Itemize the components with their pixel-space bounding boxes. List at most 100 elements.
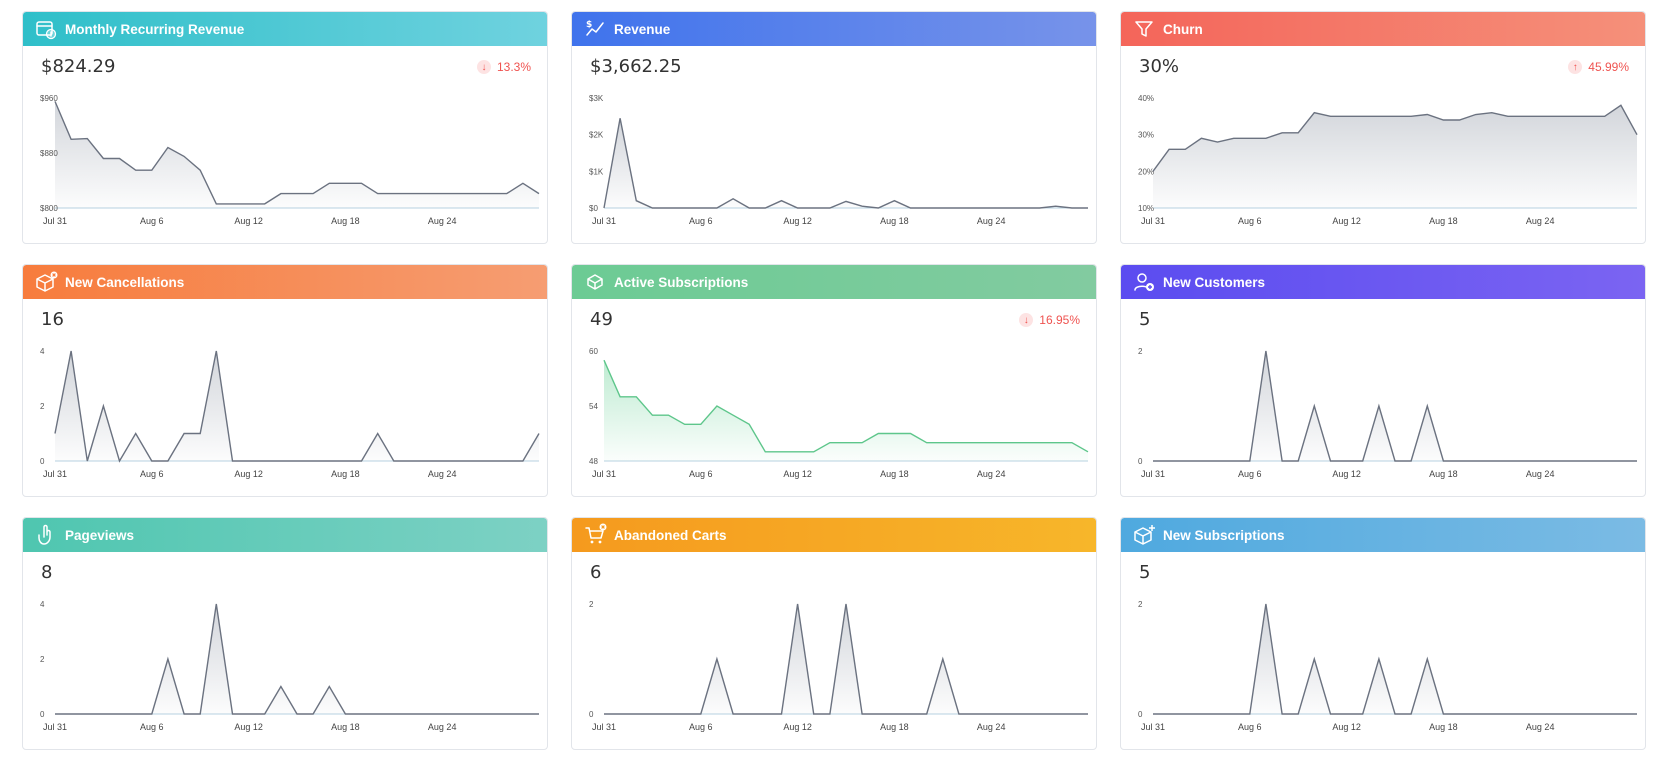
metric-card-revenue[interactable]: $ Revenue $3,662.25 $3K $2K $1K $0 Jul 31 Aug 6… xyxy=(571,11,1097,244)
series-line xyxy=(1152,104,1638,172)
x-tick-label: Aug 6 xyxy=(689,216,713,226)
y-tick-label: 0 xyxy=(40,710,45,719)
card-title: Churn xyxy=(1163,21,1203,37)
metric-row: 16 xyxy=(23,299,547,330)
metric-card-new-customers[interactable]: New Customers 5 2 0 Jul 31 Aug 6 Aug 12 Aug 18… xyxy=(1120,264,1646,497)
metric-value: 5 xyxy=(1139,309,1151,330)
metric-value: $824.29 xyxy=(41,56,116,77)
metric-row: 30% ↑ 45.99% xyxy=(1121,46,1645,77)
card-header: New Cancellations xyxy=(23,265,547,299)
y-tick-label: $960 xyxy=(40,94,58,103)
metric-row: $3,662.25 xyxy=(572,46,1096,77)
y-tick-label: 30% xyxy=(1138,131,1154,140)
card-title: Active Subscriptions xyxy=(614,274,749,290)
x-tick-label: Aug 24 xyxy=(1526,722,1555,732)
metric-row: $824.29 ↓ 13.3% xyxy=(23,46,547,77)
x-tick-label: Jul 31 xyxy=(1141,722,1165,732)
change-badge: ↑ 45.99% xyxy=(1568,60,1629,74)
metric-value: 6 xyxy=(590,562,602,583)
series-area xyxy=(604,360,1088,461)
card-header: Abandoned Carts xyxy=(572,518,1096,552)
x-tick-label: Jul 31 xyxy=(592,469,616,479)
card-title: Pageviews xyxy=(65,527,135,543)
y-tick-label: 2 xyxy=(40,402,45,411)
x-tick-label: Aug 18 xyxy=(880,216,909,226)
x-tick-label: Aug 24 xyxy=(428,469,457,479)
metric-card-new-subscriptions[interactable]: New Subscriptions 5 2 0 Jul 31 Aug 6 Aug 12 Au… xyxy=(1120,517,1646,750)
series-area xyxy=(604,118,1088,208)
change-percent: 16.95% xyxy=(1039,313,1080,327)
change-badge: ↓ 13.3% xyxy=(476,60,531,74)
x-tick-label: Jul 31 xyxy=(43,469,67,479)
y-tick-label: $880 xyxy=(40,149,58,158)
x-tick-label: Aug 24 xyxy=(428,722,457,732)
metric-card-new-cancellations[interactable]: New Cancellations 16 4 2 0 Jul 31 Aug 6 Aug 12… xyxy=(22,264,548,497)
x-tick-label: Aug 18 xyxy=(331,722,360,732)
y-tick-label: $1K xyxy=(589,167,604,176)
y-tick-label: 54 xyxy=(589,402,598,411)
change-percent: 13.3% xyxy=(496,60,531,74)
area-chart: 2 0 Jul 31 Aug 6 Aug 12 Aug 18 Aug 24 xyxy=(1138,600,1637,732)
series-area xyxy=(55,351,539,461)
area-chart: 2 0 Jul 31 Aug 6 Aug 12 Aug 18 Aug 24 xyxy=(589,600,1088,732)
card-header: New Subscriptions xyxy=(1121,518,1645,552)
x-tick-label: Jul 31 xyxy=(592,216,616,226)
calendar-dollar-icon xyxy=(33,16,59,42)
arrow-down-icon: ↓ xyxy=(1019,313,1034,327)
x-tick-label: Aug 6 xyxy=(140,216,164,226)
series-area xyxy=(604,604,1088,714)
x-tick-label: Jul 31 xyxy=(43,722,67,732)
series-line xyxy=(604,603,1088,715)
y-tick-label: 2 xyxy=(1138,600,1143,609)
x-tick-label: Aug 18 xyxy=(1429,722,1458,732)
y-tick-label: 10% xyxy=(1138,204,1154,213)
series-area xyxy=(1153,105,1637,208)
box-add-icon xyxy=(1131,522,1157,548)
series-line xyxy=(55,603,539,715)
metric-card-pageviews[interactable]: Pageviews 8 4 2 0 Jul 31 Aug 6 Aug 12 Aug 18 Aug… xyxy=(22,517,548,750)
x-tick-label: Jul 31 xyxy=(1141,216,1165,226)
x-tick-label: Aug 6 xyxy=(689,722,713,732)
y-tick-label: 60 xyxy=(589,347,598,356)
revenue-chart-icon: $ xyxy=(582,16,608,42)
change-badge: ↓ 16.95% xyxy=(1019,313,1080,327)
x-tick-label: Aug 12 xyxy=(234,216,263,226)
y-tick-label: 4 xyxy=(40,600,45,609)
area-chart: $960 $880 $800 Jul 31 Aug 6 Aug 12 Aug 18 Aug 2… xyxy=(40,94,540,226)
metric-value: 49 xyxy=(590,309,613,330)
card-header: Active Subscriptions xyxy=(572,265,1096,299)
metric-card-abandoned-carts[interactable]: Abandoned Carts 6 2 0 Jul 31 Aug 6 Aug 12 Aug … xyxy=(571,517,1097,750)
area-chart: 2 0 Jul 31 Aug 6 Aug 12 Aug 18 Aug 24 xyxy=(1138,347,1637,479)
x-tick-label: Aug 6 xyxy=(140,722,164,732)
area-chart: $3K $2K $1K $0 Jul 31 Aug 6 Aug 12 Aug 18 Aug 24 xyxy=(589,94,1088,226)
cart-cancel-icon xyxy=(582,522,608,548)
series-line xyxy=(1153,603,1637,715)
x-tick-label: Aug 12 xyxy=(234,722,263,732)
metric-value: 5 xyxy=(1139,562,1151,583)
svg-text:$: $ xyxy=(586,20,592,30)
x-tick-label: Jul 31 xyxy=(43,216,67,226)
change-percent: 45.99% xyxy=(1588,60,1629,74)
card-title: Abandoned Carts xyxy=(614,527,727,543)
y-tick-label: $3K xyxy=(589,94,604,103)
area-chart: 4 2 0 Jul 31 Aug 6 Aug 12 Aug 18 Aug 24 xyxy=(40,347,540,479)
card-header: New Customers xyxy=(1121,265,1645,299)
x-tick-label: Aug 24 xyxy=(977,469,1006,479)
pointer-click-icon xyxy=(33,522,59,548)
series-line xyxy=(1153,350,1637,462)
card-header: $ Revenue xyxy=(572,12,1096,46)
x-tick-label: Aug 18 xyxy=(1429,469,1458,479)
y-tick-label: $2K xyxy=(589,131,604,140)
area-chart: 40% 30% 20% 10% Jul 31 Aug 6 Aug 12 Aug 18 Aug 2… xyxy=(1138,94,1638,226)
metric-card-churn[interactable]: Churn 30% ↑ 45.99% 40% 30% 20% 10% Jul 31 Aug 6 A… xyxy=(1120,11,1646,244)
series-line xyxy=(603,359,1089,453)
series-area xyxy=(55,101,539,208)
y-tick-label: 40% xyxy=(1138,94,1154,103)
metric-card-monthly-recurring-revenue[interactable]: Monthly Recurring Revenue $824.29 ↓ 13.3% $… xyxy=(22,11,548,244)
x-tick-label: Aug 12 xyxy=(1332,722,1361,732)
metric-value: 8 xyxy=(41,562,53,583)
series-line xyxy=(54,350,540,463)
metric-card-active-subscriptions[interactable]: Active Subscriptions 49 ↓ 16.95% 60 54 48 Jul … xyxy=(571,264,1097,497)
x-tick-label: Aug 12 xyxy=(234,469,263,479)
series-area xyxy=(1153,604,1637,714)
